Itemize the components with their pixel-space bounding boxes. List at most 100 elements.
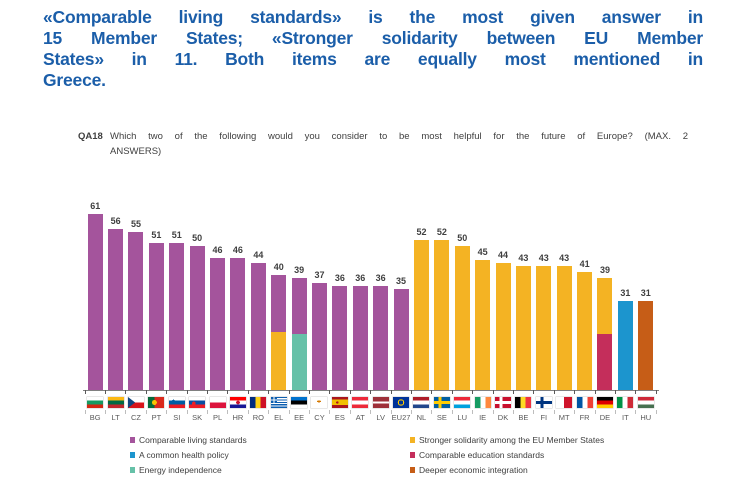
country-flags-row bbox=[85, 397, 657, 408]
legend-label: Stronger solidarity among the EU Member … bbox=[419, 434, 605, 445]
bar-DK bbox=[495, 263, 511, 390]
bar-EL bbox=[271, 274, 287, 390]
bar-value: 43 bbox=[518, 253, 529, 264]
axis-tick bbox=[574, 390, 576, 394]
bar-value: 36 bbox=[334, 273, 345, 284]
legend-item-energy: Energy independence bbox=[130, 462, 247, 477]
flag-cell-EU27 bbox=[391, 397, 411, 408]
flag-cell-DE bbox=[595, 397, 615, 408]
axis-tick bbox=[512, 390, 514, 394]
country-code-LT: LT bbox=[111, 413, 120, 422]
axis-tick bbox=[553, 390, 555, 394]
headline-line: 15 Member States; «Stronger solidarity b… bbox=[43, 28, 703, 48]
bar-BE bbox=[515, 266, 531, 390]
bar-column-ES: 36 bbox=[330, 185, 350, 390]
bar-SK bbox=[189, 246, 205, 390]
bar-value: 41 bbox=[579, 258, 590, 269]
bar-segment-living bbox=[393, 289, 409, 390]
flag-HR bbox=[229, 397, 246, 408]
bar-value: 45 bbox=[477, 247, 488, 258]
bar-column-LV: 36 bbox=[370, 185, 390, 390]
country-code-SK: SK bbox=[192, 413, 203, 422]
bar-SE bbox=[434, 240, 450, 390]
flag-cell-EL bbox=[269, 397, 289, 408]
label-tick bbox=[206, 410, 208, 414]
legend-label: A common health policy bbox=[139, 449, 229, 460]
flag-cell-BE bbox=[513, 397, 533, 408]
flag-AT bbox=[352, 397, 369, 408]
bar-segment-living bbox=[332, 286, 348, 390]
label-tick bbox=[431, 410, 433, 414]
country-code-LV: LV bbox=[376, 413, 385, 422]
axis-tick bbox=[329, 390, 331, 394]
label-tick bbox=[308, 410, 310, 414]
bar-column-DK: 44 bbox=[493, 185, 513, 390]
flag-cell-CZ bbox=[126, 397, 146, 408]
axis-tick bbox=[349, 390, 351, 394]
bar-value: 50 bbox=[192, 233, 203, 243]
flag-MT bbox=[556, 397, 573, 408]
label-tick bbox=[390, 410, 392, 414]
legend-label: Deeper economic integration bbox=[419, 464, 528, 475]
country-code-CY: CY bbox=[314, 413, 325, 422]
axis-tick bbox=[635, 390, 637, 394]
bar-value: 52 bbox=[416, 227, 427, 238]
country-code-LU: LU bbox=[457, 413, 468, 422]
bar-segment-living bbox=[250, 263, 266, 390]
country-code-BE: BE bbox=[518, 413, 529, 422]
bar-value: 40 bbox=[273, 261, 284, 272]
bar-segment-living bbox=[230, 257, 246, 390]
bar-LT bbox=[108, 228, 124, 390]
bar-column-LT: 56 bbox=[105, 185, 125, 390]
flag-LU bbox=[454, 397, 471, 408]
label-tick bbox=[104, 410, 106, 414]
bar-FR bbox=[577, 271, 593, 390]
flag-IE bbox=[474, 397, 491, 408]
bar-column-DE: 39 bbox=[595, 185, 615, 390]
bar-value: 44 bbox=[253, 250, 264, 261]
flag-cell-IT bbox=[615, 397, 635, 408]
question-code: QA18 bbox=[78, 131, 103, 142]
bar-RO bbox=[250, 263, 266, 390]
country-code-IT: IT bbox=[622, 413, 629, 422]
label-tick bbox=[594, 410, 596, 414]
bar-AT bbox=[352, 286, 368, 390]
bar-column-RO: 44 bbox=[248, 185, 268, 390]
bar-value: 37 bbox=[314, 270, 325, 281]
label-tick bbox=[288, 410, 290, 414]
axis-tick bbox=[492, 390, 494, 394]
bar-segment-solidarity bbox=[475, 260, 491, 390]
bar-ES bbox=[332, 286, 348, 390]
bar-segment-living bbox=[271, 274, 287, 333]
axis-tick bbox=[166, 390, 168, 394]
bar-value: 36 bbox=[375, 273, 386, 284]
bar-LU bbox=[454, 246, 470, 390]
bar-segment-solidarity bbox=[495, 263, 511, 390]
bar-NL bbox=[413, 240, 429, 390]
bar-PL bbox=[210, 257, 226, 390]
country-code-ES: ES bbox=[334, 413, 345, 422]
label-tick bbox=[247, 410, 249, 414]
axis-tick bbox=[594, 390, 596, 394]
axis-tick bbox=[104, 390, 106, 394]
axis-tick bbox=[186, 390, 188, 394]
flag-LT bbox=[107, 397, 124, 408]
bar-EU27 bbox=[393, 289, 409, 390]
flag-LV bbox=[372, 397, 389, 408]
bar-column-MT: 43 bbox=[554, 185, 574, 390]
bar-column-EE: 39 bbox=[289, 185, 309, 390]
flag-triangle bbox=[127, 397, 136, 408]
flag-cell-RO bbox=[248, 397, 268, 408]
flag-cell-DK bbox=[493, 397, 513, 408]
bar-column-BG: 61 bbox=[85, 185, 105, 390]
bar-value: 56 bbox=[110, 215, 121, 226]
label-tick bbox=[85, 410, 86, 414]
bar-segment-integration bbox=[638, 300, 654, 390]
flag-cell-MT bbox=[554, 397, 574, 408]
flag-DE bbox=[596, 397, 613, 408]
country-code-MT: MT bbox=[558, 413, 570, 422]
bar-value: 31 bbox=[620, 287, 631, 298]
bar-value: 52 bbox=[436, 227, 447, 238]
axis-tick bbox=[533, 390, 535, 394]
country-codes-row: BG LT CZ PT SI SK PL HR RO EL EE CY ES AT LV EU27 NL SE LU… bbox=[85, 412, 657, 424]
